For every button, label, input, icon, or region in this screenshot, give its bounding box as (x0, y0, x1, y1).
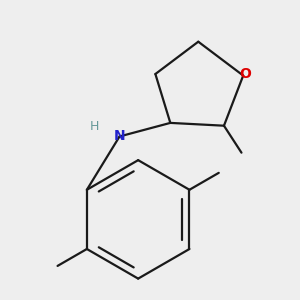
Text: H: H (89, 121, 99, 134)
Text: N: N (114, 130, 125, 143)
Text: O: O (239, 67, 251, 81)
